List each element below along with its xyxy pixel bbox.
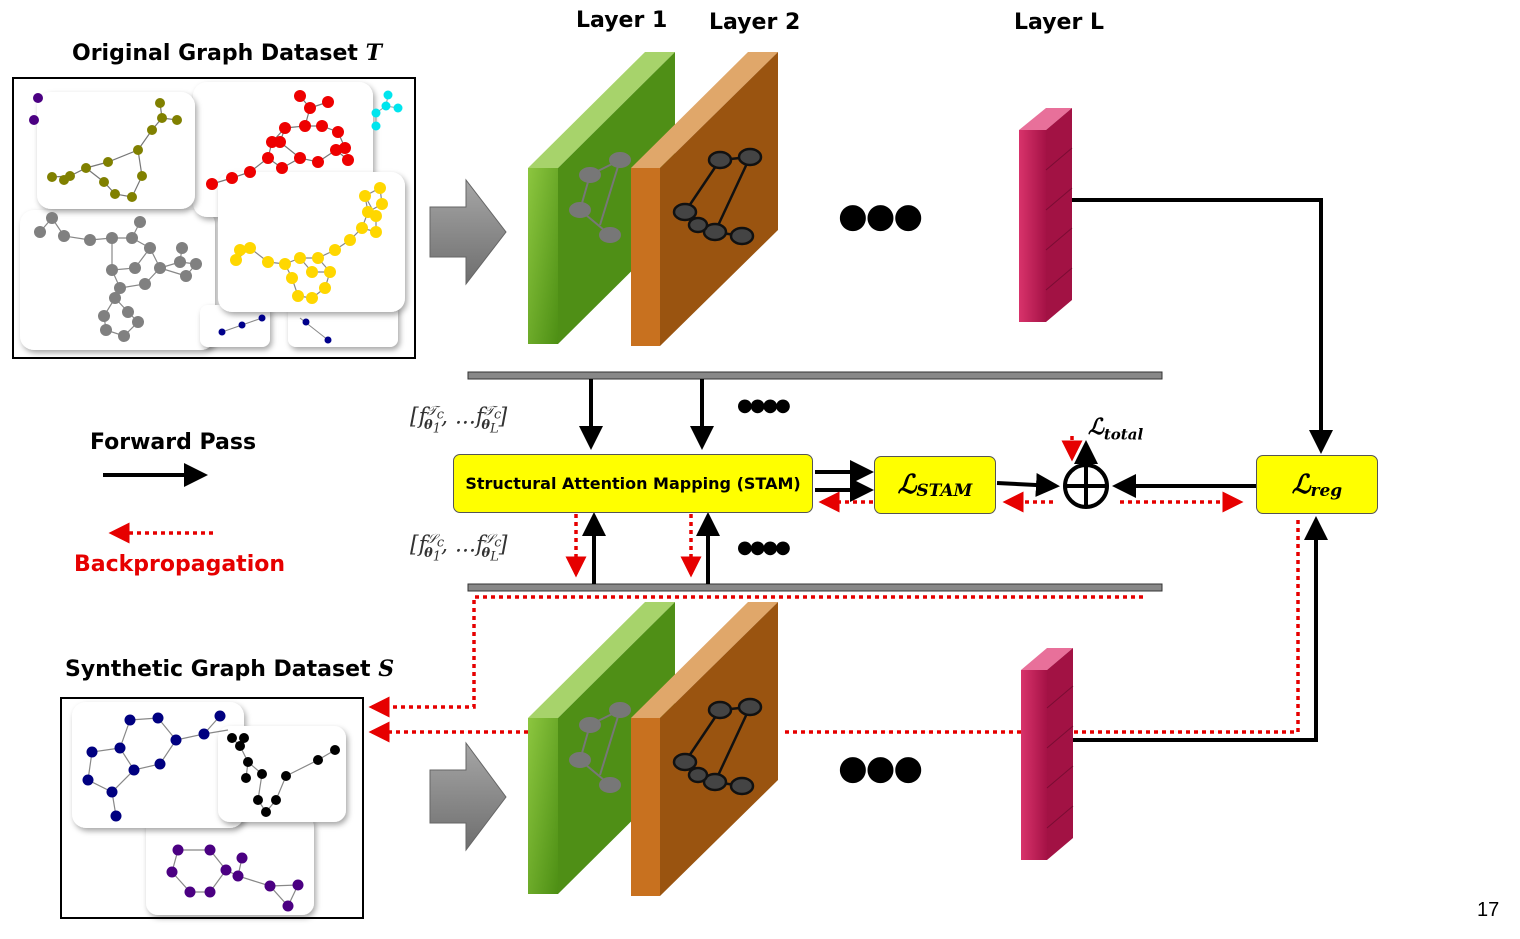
teacher-sup-1: 𝒯 (426, 404, 437, 419)
gray-graph (34, 212, 202, 342)
layer2-label: Layer 2 (709, 10, 801, 35)
black-graph (227, 733, 340, 817)
layer1-label: Layer 1 (576, 8, 668, 33)
forward-arrows (579, 198, 1333, 742)
student-feature-bar (467, 583, 1163, 592)
backprop-arrows (368, 436, 1300, 743)
student-layer2 (631, 602, 778, 896)
yellow-graph (230, 182, 388, 304)
input-arrow-bottom (429, 741, 507, 852)
teacher-feature-set: [f𝒯cθ1, ...f𝒯cθL] (410, 404, 507, 436)
navy-graph (82, 710, 229, 822)
student-open-bracket: [ (410, 532, 419, 558)
navy-graph-fragments (218, 314, 332, 344)
legend-forward-label: Forward Pass (90, 430, 257, 455)
student-sup-1: 𝒮 (426, 532, 437, 547)
loss-reg-box: ℒreg (1256, 455, 1378, 514)
loss-stam-label: ℒSTAM (897, 470, 973, 501)
teacher-supsub-2: c (494, 407, 502, 423)
teacher-mid: , ... (440, 404, 476, 430)
teacher-sup-2: 𝒯 (484, 404, 495, 419)
teacher-theta-1-index: 1 (432, 421, 441, 437)
original-dataset-symbol: T (365, 40, 382, 66)
teacher-close-bracket: ] (498, 404, 508, 430)
student-theta-1: θ (424, 545, 433, 561)
original-dataset-title: Original Graph Dataset T (72, 40, 382, 66)
student-mid: , ... (441, 532, 477, 558)
loss-reg-label: ℒreg (1291, 469, 1343, 501)
student-sup-2: 𝒮 (484, 532, 495, 547)
student-theta-L: θ (481, 545, 491, 561)
loss-stam-subscript: STAM (916, 481, 973, 501)
student-supsub-1: c (436, 535, 445, 551)
student-layer1 (528, 602, 675, 894)
layerL-label: Layer L (1014, 10, 1104, 35)
synthetic-dataset-title: Synthetic Graph Dataset S (65, 656, 394, 682)
original-dataset-panel (12, 77, 416, 359)
purple-graph (166, 844, 304, 912)
student-f2: f (476, 532, 485, 558)
teacher-layer2 (631, 52, 778, 346)
loss-reg-subscript: reg (1310, 480, 1343, 501)
page-number: 17 (1477, 899, 1500, 921)
student-close-bracket: ] (498, 532, 508, 558)
teacher-theta-1: θ (424, 417, 433, 433)
loss-total-label: ℒtotal (1088, 414, 1143, 443)
teacher-layer-L (1019, 108, 1073, 322)
top-ellipsis: ●●● (838, 196, 923, 236)
legend-backprop-label: Backpropagation (74, 552, 286, 577)
student-features-ellipsis: ●●●● (737, 537, 791, 558)
sum-operator (1063, 463, 1109, 509)
teacher-supsub-1: c (436, 407, 444, 423)
stam-label: Structural Attention Mapping (STAM) (465, 474, 801, 493)
cyan-graph (371, 90, 403, 131)
synthetic-dataset-panel (60, 697, 364, 919)
teacher-f1: f (418, 404, 427, 430)
input-arrow-top (429, 178, 507, 286)
loss-reg-symbol: ℒ (1291, 469, 1311, 500)
loss-total-symbol: ℒ (1088, 414, 1104, 440)
teacher-features-ellipsis: ●●●● (737, 395, 791, 416)
student-theta-L-index: L (490, 549, 499, 565)
loss-total-subscript: total (1103, 425, 1144, 444)
original-dataset-title-text: Original Graph Dataset (72, 41, 358, 66)
teacher-open-bracket: [ (410, 404, 419, 430)
red-graph (206, 90, 354, 190)
synthetic-dataset-symbol: S (378, 656, 395, 682)
loss-stam-symbol: ℒ (897, 470, 917, 500)
loss-stam-box: ℒSTAM (874, 456, 996, 514)
student-supsub-2: c (494, 535, 502, 551)
teacher-feature-bar (467, 371, 1163, 380)
student-feature-set: [f𝒮cθ1, ...f𝒮cθL] (410, 532, 507, 564)
stam-module: Structural Attention Mapping (STAM) (453, 454, 813, 513)
student-f1: f (418, 532, 427, 558)
teacher-theta-L-index: L (490, 421, 499, 437)
teacher-layer1 (528, 52, 675, 344)
synthetic-dataset-title-text: Synthetic Graph Dataset (65, 657, 371, 682)
bottom-ellipsis: ●●● (838, 748, 923, 788)
purple-graph-fragment (29, 93, 43, 125)
teacher-f2: f (475, 404, 485, 430)
teacher-theta-L: θ (481, 417, 490, 433)
olive-graph (47, 98, 182, 202)
student-layer-L (1021, 648, 1074, 860)
student-theta-1-index: 1 (432, 549, 442, 565)
